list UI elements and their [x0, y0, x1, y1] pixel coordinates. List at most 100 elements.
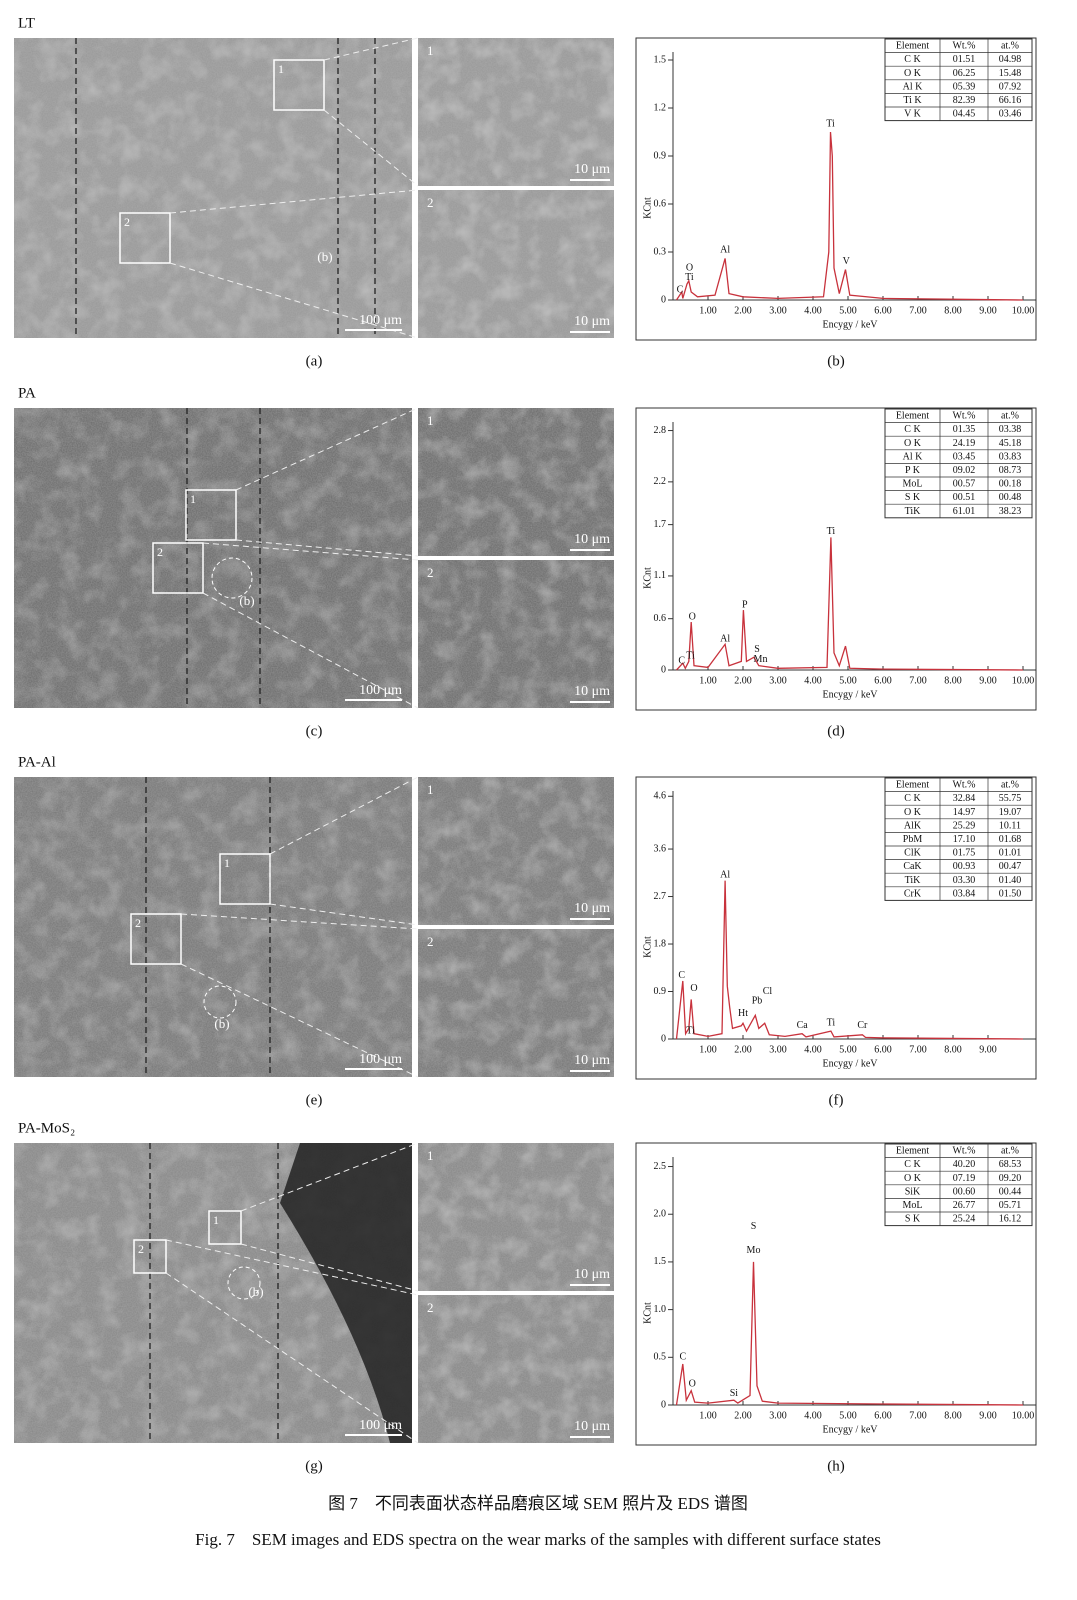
x-tick-label: 3.00 — [769, 675, 787, 686]
zoom-box-label: 2 — [135, 916, 141, 930]
table-cell: 01.50 — [999, 888, 1022, 899]
caption-cn: 图 7 不同表面状态样品磨痕区域 SEM 照片及 EDS 谱图 — [328, 1494, 748, 1513]
y-tick-label: 0 — [661, 294, 666, 305]
inset-scale: 10 μm — [574, 1053, 610, 1068]
table-cell: 06.25 — [953, 68, 976, 79]
inset-scale: 10 μm — [574, 532, 610, 547]
table-cell: 14.97 — [953, 807, 976, 818]
sem-noise — [14, 408, 412, 708]
table-header: Element — [896, 411, 930, 422]
table-cell: 00.18 — [999, 479, 1022, 490]
zoom-line — [202, 592, 419, 709]
table-cell: 25.29 — [953, 820, 976, 831]
table-cell: S K — [905, 1214, 921, 1225]
table-cell: 01.40 — [999, 875, 1022, 886]
zoom-box — [152, 542, 204, 594]
inset-label: 1 — [427, 1148, 434, 1163]
peak-label: Ti — [827, 1017, 836, 1028]
peak-label: P — [742, 599, 748, 610]
dark-region — [280, 1143, 412, 1443]
zoom-box-label: 1 — [278, 62, 284, 76]
marker-label: (b) — [317, 249, 332, 264]
table-cell: 05.71 — [999, 1200, 1022, 1211]
zoom-line — [269, 776, 419, 855]
inset-label: 2 — [427, 195, 434, 210]
y-tick-label: 0 — [661, 1033, 666, 1044]
zoom-box-label: 1 — [224, 856, 230, 870]
y-tick-label: 2.0 — [654, 1209, 667, 1220]
y-tick-label: 0.9 — [654, 150, 667, 161]
x-tick-label: 7.00 — [909, 675, 927, 686]
y-tick-label: 0.5 — [654, 1352, 667, 1363]
table-cell: 19.07 — [999, 807, 1022, 818]
table-cell: 17.10 — [953, 834, 976, 845]
table-cell: 07.92 — [999, 81, 1022, 92]
x-tick-label: 4.00 — [804, 675, 822, 686]
x-tick-label: 1.00 — [699, 1410, 717, 1421]
table-cell: 09.02 — [953, 465, 976, 476]
x-tick-label: 8.00 — [944, 1044, 962, 1055]
sem-caption: (g) — [305, 1458, 323, 1474]
inset-noise — [418, 38, 614, 186]
x-tick-label: 9.00 — [979, 1410, 997, 1421]
zoom-line — [165, 1272, 419, 1444]
table-cell: 03.46 — [999, 109, 1022, 120]
zoom-box-label: 2 — [124, 215, 130, 229]
eds-caption: (d) — [827, 723, 845, 739]
y-tick-label: 1.7 — [654, 519, 667, 530]
x-tick-label: 8.00 — [944, 1410, 962, 1421]
table-header: Wt.% — [952, 411, 975, 422]
table-cell: 08.73 — [999, 465, 1022, 476]
zoom-line — [165, 1239, 419, 1296]
y-tick-label: 1.2 — [654, 102, 667, 113]
peak-label: S — [754, 644, 760, 655]
table-cell: MoL — [903, 1200, 923, 1211]
table-cell: 00.57 — [953, 479, 976, 490]
table-cell: PbM — [903, 834, 923, 845]
y-axis-label: KCnt — [642, 1302, 653, 1324]
table-header: Wt.% — [952, 780, 975, 791]
zoom-line — [235, 539, 419, 557]
table-cell: 03.45 — [953, 451, 976, 462]
inset-label: 2 — [427, 1300, 434, 1315]
table-cell: 25.24 — [953, 1214, 976, 1225]
table-cell: 82.39 — [953, 95, 976, 106]
table-header: at.% — [1001, 1146, 1019, 1157]
table-cell: 01.75 — [953, 848, 976, 859]
table-cell: 24.19 — [953, 438, 976, 449]
y-tick-label: 2.8 — [654, 425, 667, 436]
table-cell: 04.98 — [999, 54, 1022, 65]
peak-label: Si — [730, 1388, 739, 1399]
table-cell: 00.44 — [999, 1186, 1022, 1197]
peak-label: C — [678, 656, 685, 667]
x-tick-label: 8.00 — [944, 675, 962, 686]
table-cell: 01.68 — [999, 834, 1022, 845]
x-tick-label: 3.00 — [769, 305, 787, 316]
zoom-line — [240, 1243, 419, 1292]
table-cell: 66.16 — [999, 95, 1022, 106]
inset-label: 1 — [427, 782, 434, 797]
marker-circle — [203, 985, 237, 1019]
peak-label: Ti — [686, 1025, 695, 1036]
peak-label: Al — [720, 634, 730, 645]
x-tick-label: 6.00 — [874, 1044, 892, 1055]
inset-noise — [418, 190, 614, 338]
peak-label: S — [751, 1221, 757, 1232]
sample-label: PA-Al — [18, 754, 56, 770]
x-tick-label: 7.00 — [909, 1410, 927, 1421]
table-cell: S K — [905, 492, 921, 503]
marker-circle — [211, 557, 253, 599]
y-tick-label: 1.8 — [654, 938, 667, 949]
sem-scale: 100 μm — [359, 1052, 402, 1067]
y-tick-label: 0 — [661, 664, 666, 675]
table-cell: 01.51 — [953, 54, 976, 65]
table-cell: 55.75 — [999, 793, 1022, 804]
inset-scale: 10 μm — [574, 901, 610, 916]
table-cell: 00.60 — [953, 1186, 976, 1197]
sample-label: PA-MoS₂ — [18, 1120, 75, 1136]
table-cell: P K — [905, 465, 921, 476]
sem-noise — [14, 38, 412, 338]
inset-label: 1 — [427, 43, 434, 58]
marker-label: (b) — [248, 1284, 263, 1299]
sample-label: LT — [18, 15, 35, 31]
